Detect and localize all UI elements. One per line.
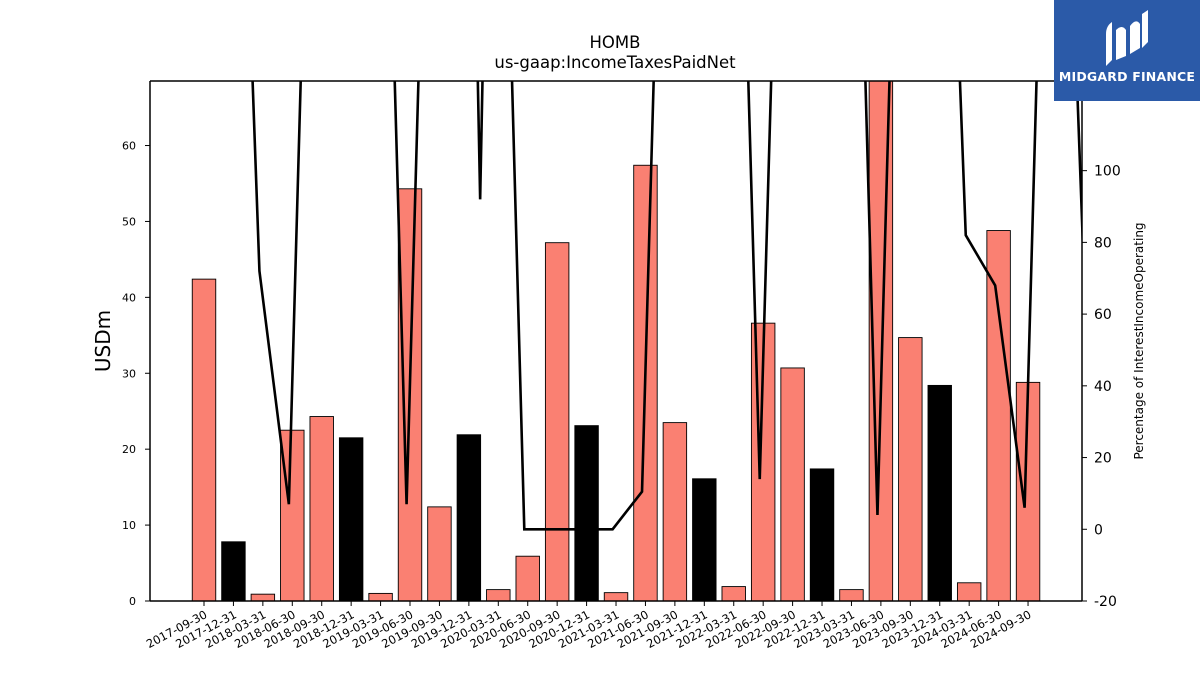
bar bbox=[515, 555, 540, 602]
bar bbox=[927, 384, 952, 602]
bar bbox=[986, 230, 1011, 602]
bar bbox=[544, 242, 570, 602]
y-tick-label: 60 bbox=[122, 140, 136, 153]
bar bbox=[721, 586, 746, 602]
chart-title: HOMB bbox=[590, 33, 641, 52]
midgard-logo-icon bbox=[1106, 10, 1148, 66]
y2-axis-label: Percentage of InterestIncomeOperating bbox=[1132, 222, 1146, 459]
bar bbox=[456, 434, 482, 602]
bar bbox=[368, 592, 393, 602]
bar bbox=[486, 589, 511, 602]
chart-subtitle: us-gaap:IncomeTaxesPaidNet bbox=[494, 53, 736, 72]
y-tick-label: 0 bbox=[129, 595, 136, 608]
y2-tick-label: 0 bbox=[1094, 522, 1103, 538]
bar bbox=[309, 416, 334, 602]
bar bbox=[692, 478, 717, 602]
y-axis-label: USDm bbox=[91, 310, 115, 372]
bar bbox=[250, 593, 276, 602]
bar bbox=[603, 592, 629, 602]
bar bbox=[662, 422, 688, 602]
bar-series bbox=[191, 80, 1041, 602]
y2-tick-label: 80 bbox=[1094, 235, 1112, 251]
line-series bbox=[251, 81, 1082, 531]
y2-tick-label: -20 bbox=[1094, 594, 1117, 610]
bar bbox=[191, 278, 217, 602]
y2-tick-label: 60 bbox=[1094, 307, 1112, 323]
y-tick-label: 50 bbox=[122, 215, 136, 228]
y-tick-label: 20 bbox=[122, 443, 136, 456]
logo-text: MIDGARD FINANCE bbox=[1058, 69, 1196, 84]
bar bbox=[898, 337, 923, 602]
y-tick-label: 30 bbox=[122, 367, 136, 380]
y-tick-label: 10 bbox=[122, 519, 136, 532]
bar bbox=[956, 582, 982, 602]
bar bbox=[574, 425, 599, 602]
y-tick-label: 40 bbox=[122, 291, 136, 304]
bar bbox=[809, 468, 835, 602]
bar bbox=[427, 506, 452, 602]
plot-area bbox=[251, 81, 1082, 531]
bar bbox=[221, 541, 246, 602]
bar bbox=[780, 367, 805, 602]
y2-tick-label: 40 bbox=[1094, 379, 1112, 395]
bar bbox=[338, 437, 364, 602]
y2-tick-label: 20 bbox=[1094, 451, 1112, 467]
brand-logo: MIDGARD FINANCE bbox=[1054, 0, 1200, 101]
bar bbox=[839, 589, 864, 602]
y2-tick-label: 100 bbox=[1094, 164, 1121, 180]
percentage-line bbox=[251, 81, 1082, 531]
